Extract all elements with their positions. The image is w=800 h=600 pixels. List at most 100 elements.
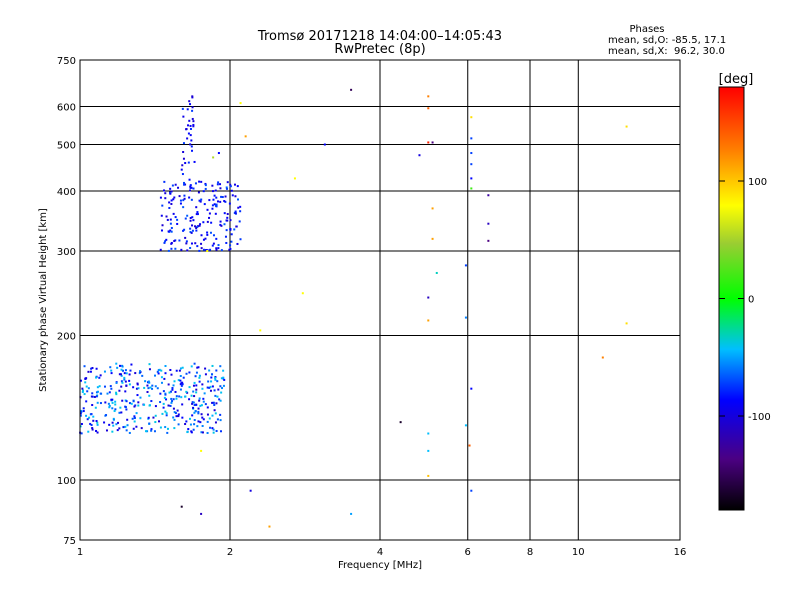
data-point [118, 411, 121, 414]
data-point [171, 388, 174, 391]
data-point [89, 413, 92, 416]
data-point [204, 184, 207, 187]
data-point [139, 370, 142, 373]
data-point [80, 422, 83, 425]
data-point [210, 376, 213, 379]
data-point [196, 213, 199, 216]
data-point [202, 248, 205, 251]
data-point [197, 191, 200, 194]
data-point [110, 372, 113, 375]
data-point [96, 390, 99, 393]
data-point [194, 182, 197, 185]
data-point [207, 380, 210, 383]
data-point [103, 385, 106, 388]
data-point [165, 238, 168, 241]
data-point [82, 410, 85, 413]
data-point [427, 296, 430, 299]
data-point [136, 382, 139, 385]
data-point [212, 242, 215, 245]
data-point [213, 194, 216, 197]
x-tick-label: 4 [377, 547, 383, 558]
data-point [237, 206, 240, 209]
data-point [125, 400, 128, 403]
data-point [178, 195, 181, 198]
data-point [184, 217, 187, 220]
data-point [182, 199, 185, 202]
data-point [198, 374, 201, 377]
data-point [140, 427, 143, 430]
data-point [213, 403, 216, 406]
data-point [225, 229, 228, 232]
data-point [190, 365, 193, 368]
data-point [196, 225, 199, 228]
data-point [197, 412, 200, 415]
data-point [119, 364, 122, 367]
data-point [191, 401, 194, 404]
data-point [224, 235, 227, 238]
data-point [115, 423, 118, 426]
data-point [148, 422, 151, 425]
data-point [177, 413, 180, 416]
data-point [179, 199, 182, 202]
data-point [427, 319, 430, 322]
data-point [153, 430, 156, 433]
data-point [210, 380, 213, 383]
data-point [118, 389, 121, 392]
y-tick-label: 75 [63, 536, 76, 547]
data-point [190, 231, 193, 234]
data-point [176, 222, 179, 225]
data-point [470, 163, 473, 166]
data-point [95, 395, 98, 398]
data-point [145, 430, 147, 433]
data-point [222, 369, 225, 372]
data-point [215, 430, 218, 433]
data-point [170, 247, 173, 250]
data-point [200, 198, 203, 201]
data-point [168, 201, 171, 204]
data-point [99, 392, 102, 395]
data-point [200, 234, 203, 237]
data-point [487, 239, 490, 242]
data-point [179, 388, 182, 391]
data-point [206, 420, 209, 423]
data-point [193, 160, 196, 163]
data-point [131, 417, 134, 420]
data-point [487, 222, 490, 225]
data-point [188, 417, 191, 420]
data-point [181, 416, 184, 419]
data-point [188, 119, 191, 122]
data-point [114, 400, 117, 403]
data-point [159, 392, 162, 395]
data-point [211, 373, 214, 376]
data-point [96, 401, 99, 404]
data-point [82, 389, 85, 392]
data-point [96, 386, 99, 389]
data-point [96, 421, 99, 424]
data-point [223, 378, 226, 381]
data-point [160, 229, 163, 232]
data-point [208, 199, 211, 202]
data-point [80, 432, 83, 435]
data-point [208, 417, 211, 420]
data-point [177, 423, 180, 426]
data-point [215, 196, 218, 199]
data-point [186, 137, 189, 140]
data-point [185, 390, 188, 393]
data-point [135, 425, 138, 428]
data-point [228, 202, 231, 205]
data-point [206, 220, 209, 223]
data-point [189, 227, 192, 230]
data-point [225, 219, 228, 222]
data-point [90, 367, 93, 370]
data-point [234, 210, 237, 213]
data-point [154, 421, 157, 424]
data-point [175, 397, 178, 400]
data-point [217, 247, 220, 250]
data-point [112, 418, 115, 421]
data-point [238, 220, 241, 223]
data-point [224, 200, 227, 203]
data-point [323, 143, 326, 146]
data-point [124, 405, 127, 408]
data-point [90, 395, 93, 398]
data-point [105, 414, 108, 417]
